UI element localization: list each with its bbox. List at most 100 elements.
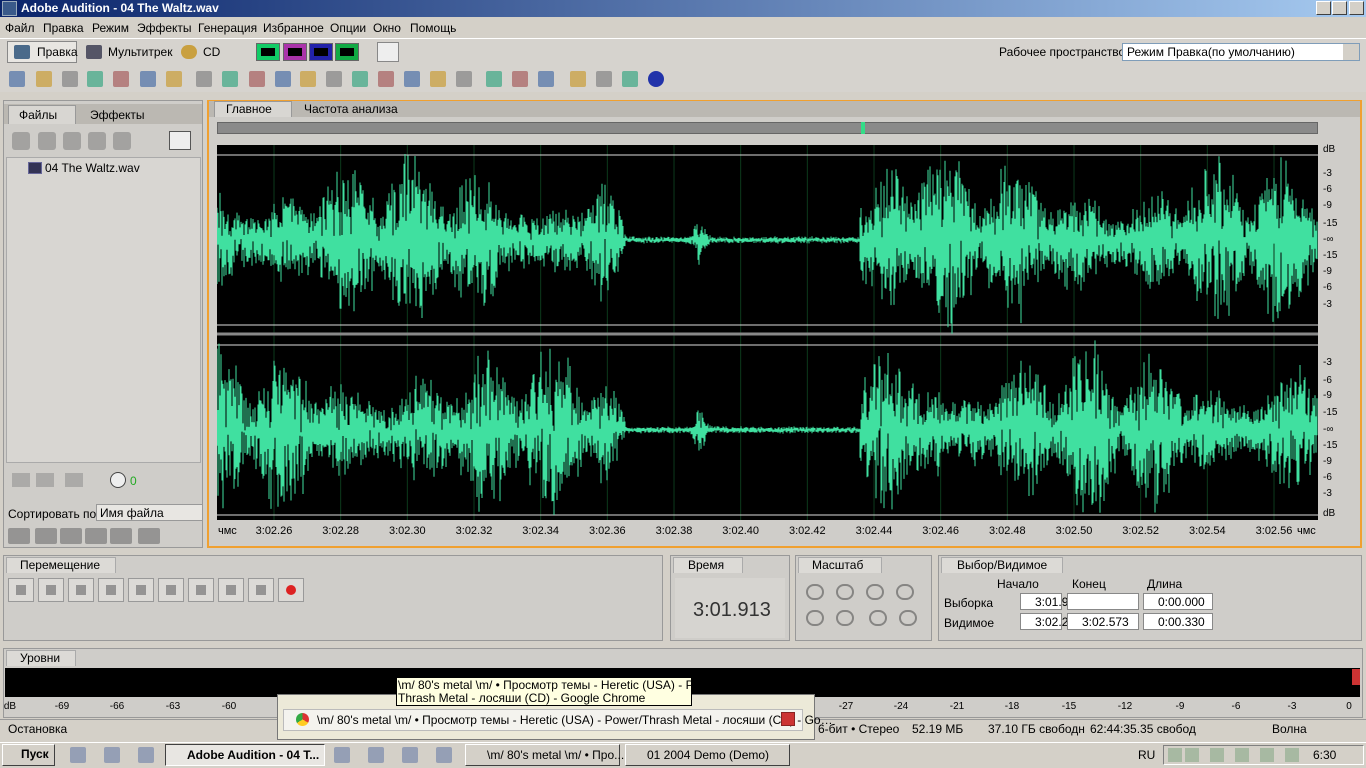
- toolbar-icon[interactable]: [62, 71, 78, 87]
- toolbar-icon[interactable]: [275, 71, 291, 87]
- menu-item[interactable]: Генерация: [198, 21, 258, 35]
- quick-launch-icon[interactable]: [138, 747, 154, 763]
- text-field[interactable]: [1143, 593, 1213, 610]
- zoom-button[interactable]: [836, 610, 854, 626]
- view-button[interactable]: [283, 43, 307, 61]
- zoom-button[interactable]: [896, 584, 914, 600]
- toolbar-icon[interactable]: [222, 71, 238, 87]
- zoom-button[interactable]: [806, 610, 824, 626]
- toolbar-icon[interactable]: [596, 71, 612, 87]
- transport-button[interactable]: [188, 578, 214, 602]
- mode-button[interactable]: Мультитрек: [108, 45, 173, 59]
- level-icon[interactable]: [65, 473, 83, 487]
- panel-icon[interactable]: [169, 131, 191, 150]
- panel-icon[interactable]: [12, 132, 30, 150]
- menu-item[interactable]: Окно: [373, 21, 401, 35]
- tab-active[interactable]: [8, 105, 76, 124]
- tray-icon[interactable]: [1235, 748, 1249, 762]
- toolbar-icon[interactable]: [9, 71, 25, 87]
- text-field[interactable]: [1067, 593, 1139, 610]
- toolbar-icon[interactable]: [622, 71, 638, 87]
- view-button[interactable]: [256, 43, 280, 61]
- toolbar-icon[interactable]: [113, 71, 129, 87]
- toolbar-icon[interactable]: [140, 71, 156, 87]
- file-item[interactable]: 04 The Waltz.wav: [45, 161, 140, 175]
- panel-icon[interactable]: [110, 528, 132, 544]
- menu-item[interactable]: Правка: [43, 21, 84, 35]
- tab-active[interactable]: [214, 101, 292, 117]
- menu-item[interactable]: Опции: [330, 21, 367, 35]
- menu-item[interactable]: Помощь: [410, 21, 457, 35]
- text-field[interactable]: [1020, 593, 1062, 610]
- toolbar-icon[interactable]: [300, 71, 316, 87]
- start-button[interactable]: [2, 744, 55, 766]
- tray-icon[interactable]: [1168, 748, 1182, 762]
- zoom-button[interactable]: [899, 610, 917, 626]
- start-label[interactable]: Пуск: [21, 747, 49, 761]
- zoom-button[interactable]: [869, 610, 887, 626]
- quick-launch-icon[interactable]: [334, 747, 350, 763]
- view-button[interactable]: [309, 43, 333, 61]
- editor-tab[interactable]: Частота анализа: [304, 102, 398, 116]
- level-icon[interactable]: [12, 473, 30, 487]
- overview-bar[interactable]: [217, 122, 1318, 134]
- panel-icon[interactable]: [88, 132, 106, 150]
- panel-icon[interactable]: [63, 132, 81, 150]
- language-indicator[interactable]: RU: [1138, 748, 1156, 762]
- zoom-button[interactable]: [866, 584, 884, 600]
- toolbar-icon[interactable]: [538, 71, 554, 87]
- popup-item[interactable]: [283, 709, 803, 731]
- menu-item[interactable]: Эффекты: [137, 21, 192, 35]
- task-label[interactable]: 01 2004 Demo (Demo): [647, 748, 770, 762]
- view-button[interactable]: [335, 43, 359, 61]
- text-field[interactable]: [1020, 613, 1062, 630]
- toolbar-icon[interactable]: [430, 71, 446, 87]
- toolbar-icon[interactable]: [249, 71, 265, 87]
- menu-item[interactable]: Избранное: [263, 21, 324, 35]
- editor-tab[interactable]: Главное: [226, 102, 272, 116]
- toolbar-icon[interactable]: [326, 71, 342, 87]
- panel-tab[interactable]: Файлы: [19, 108, 58, 122]
- menu-item[interactable]: Файл: [5, 21, 35, 35]
- toolbar-icon[interactable]: [378, 71, 394, 87]
- zoom-button[interactable]: [806, 584, 824, 600]
- mode-button[interactable]: CD: [203, 45, 221, 59]
- tool-button[interactable]: [377, 42, 399, 62]
- popup-close[interactable]: [781, 712, 795, 726]
- task-label[interactable]: \m/ 80's metal \m/ • Про...: [487, 748, 625, 762]
- quick-launch-icon[interactable]: [402, 747, 418, 763]
- toolbar-icon[interactable]: [352, 71, 368, 87]
- window-button[interactable]: [1316, 1, 1331, 15]
- level-icon[interactable]: [36, 473, 54, 487]
- tray-icon[interactable]: [1210, 748, 1224, 762]
- panel-icon[interactable]: [8, 528, 30, 544]
- toolbar-icon[interactable]: [36, 71, 52, 87]
- workspace-select[interactable]: [1122, 43, 1360, 61]
- task-button[interactable]: [625, 744, 790, 766]
- toolbar-icon[interactable]: [404, 71, 420, 87]
- panel-icon[interactable]: [38, 132, 56, 150]
- panel-icon[interactable]: [60, 528, 82, 544]
- toolbar-icon[interactable]: [166, 71, 182, 87]
- task-button[interactable]: [465, 744, 620, 766]
- toolbar-icon[interactable]: [456, 71, 472, 87]
- panel-icon[interactable]: [113, 132, 131, 150]
- toolbar-icon[interactable]: [87, 71, 103, 87]
- sort-select[interactable]: [96, 504, 203, 521]
- mode-button[interactable]: Правка: [37, 45, 78, 59]
- toolbar-icon[interactable]: [570, 71, 586, 87]
- toolbar-icon[interactable]: [512, 71, 528, 87]
- toolbar-icon[interactable]: [196, 71, 212, 87]
- tray-icon[interactable]: [1260, 748, 1274, 762]
- quick-launch-icon[interactable]: [368, 747, 384, 763]
- task-label[interactable]: Adobe Audition - 04 T...: [187, 748, 320, 762]
- level-knob[interactable]: [110, 472, 126, 488]
- window-button[interactable]: [1349, 1, 1364, 15]
- tool-button[interactable]: [405, 42, 427, 62]
- task-button[interactable]: [165, 744, 325, 766]
- toolbar-icon[interactable]: [486, 71, 502, 87]
- menu-item[interactable]: Режим: [92, 21, 129, 35]
- quick-launch-icon[interactable]: [436, 747, 452, 763]
- text-field[interactable]: [1067, 613, 1139, 630]
- panel-icon[interactable]: [138, 528, 160, 544]
